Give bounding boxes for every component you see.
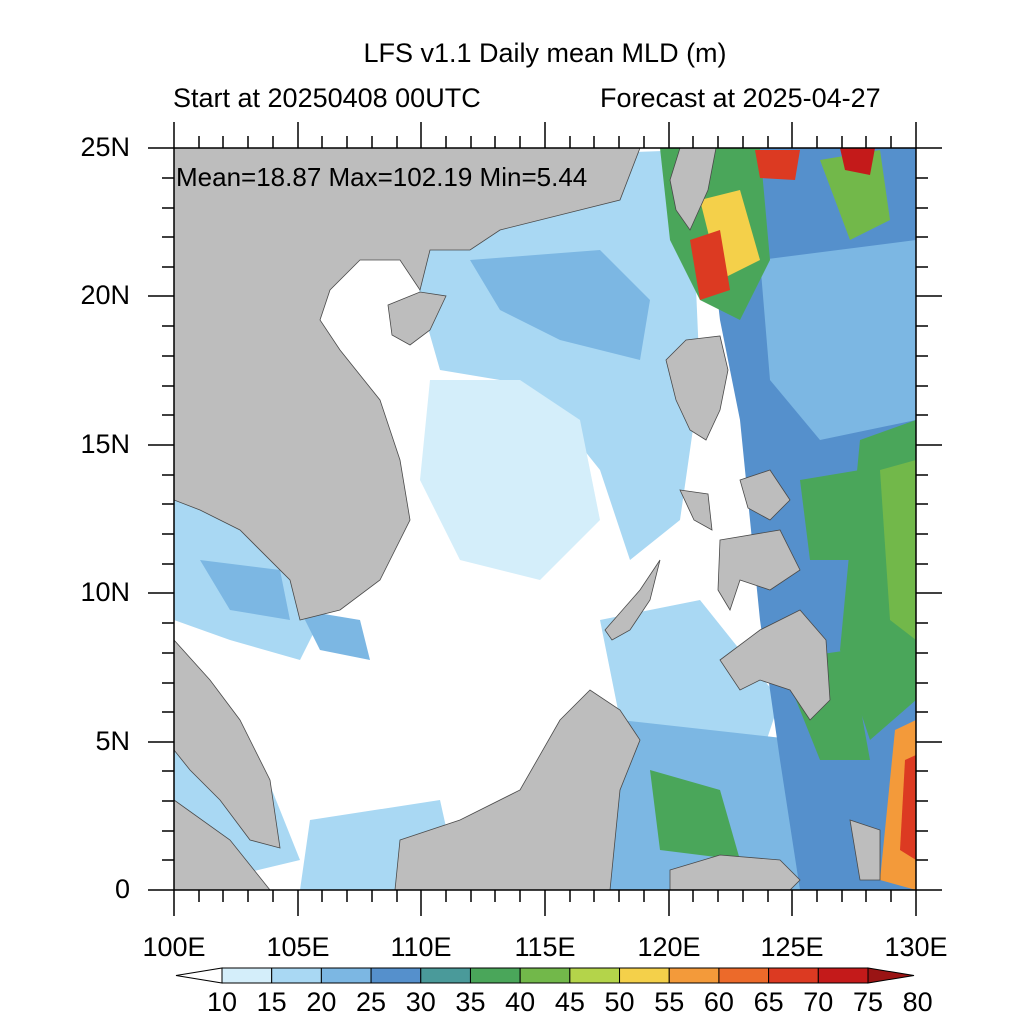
colorbar-label: 10 xyxy=(206,987,238,1017)
land-malay-peninsula xyxy=(174,639,281,849)
lon-label-115e: 115E xyxy=(514,932,576,962)
land-palawan xyxy=(604,559,661,641)
colorbar-label: 75 xyxy=(852,987,884,1017)
colorbar-label: 30 xyxy=(405,987,436,1017)
colorbar-label: 60 xyxy=(703,987,734,1017)
mld-field-pacific-mid-green xyxy=(800,470,860,560)
mld-field-pacific-shallow xyxy=(760,240,916,440)
lat-label-5n: 5N xyxy=(95,726,130,756)
mld-field-celebes-green xyxy=(650,770,740,860)
mld-field-pacific-east-light xyxy=(880,460,916,640)
mld-field-sulu xyxy=(600,600,780,760)
land-borneo xyxy=(394,689,641,890)
land-visayas xyxy=(717,529,801,611)
lon-label-100e: 100E xyxy=(142,932,206,962)
lat-label-10n: 10N xyxy=(80,577,130,607)
colorbar-cap-low xyxy=(175,967,223,984)
mld-field-ne-green xyxy=(820,150,890,240)
colorbar-label: 50 xyxy=(604,987,635,1017)
land-sumatra xyxy=(174,799,271,890)
colorbar-label: 25 xyxy=(356,987,387,1017)
map-canvas xyxy=(174,148,916,890)
colorbar-label: 20 xyxy=(306,987,337,1017)
chart-title: LFS v1.1 Daily mean MLD (m) xyxy=(363,38,727,68)
mld-field-luzon-strait xyxy=(470,250,650,360)
mld-field-gulf-core xyxy=(200,560,290,620)
mld-field-kuroshio-red xyxy=(690,230,730,300)
lon-label-105e: 105E xyxy=(266,932,330,962)
land-samar xyxy=(739,469,791,521)
land-mindoro xyxy=(679,489,713,531)
lat-label-20n: 20N xyxy=(80,280,130,310)
colorbar-cell xyxy=(619,967,670,984)
land-taiwan xyxy=(669,148,717,231)
mld-field-n-red xyxy=(755,150,800,180)
start-time-label: Start at 20250408 00UTC xyxy=(173,83,481,113)
colorbar-cell xyxy=(271,967,322,984)
lon-label-125e: 125E xyxy=(760,932,824,962)
lat-label-0: 0 xyxy=(114,874,130,904)
colorbar-label: 80 xyxy=(902,987,933,1017)
colorbar-cell xyxy=(718,967,770,984)
mld-field-se-red xyxy=(900,755,916,860)
colorbar-label: 15 xyxy=(256,987,287,1017)
colorbar-cell xyxy=(817,967,869,984)
land-hainan xyxy=(387,291,447,346)
land-indochina xyxy=(174,148,641,621)
colorbar-label: 65 xyxy=(753,987,784,1017)
land-halmahera xyxy=(849,819,881,881)
colorbar-cell xyxy=(519,967,571,984)
colorbar-cell xyxy=(420,967,471,984)
land-luzon xyxy=(665,335,729,441)
colorbar-cell xyxy=(668,967,720,984)
colorbar-label: 70 xyxy=(803,987,834,1017)
colorbar-label: 45 xyxy=(554,987,585,1017)
mld-field-north-sea xyxy=(410,150,700,560)
lon-label-110e: 110E xyxy=(390,932,452,962)
lon-ticks xyxy=(173,122,917,916)
land-mindanao xyxy=(719,609,831,721)
colorbar-cell xyxy=(768,967,819,984)
colorbar-label: 55 xyxy=(654,987,685,1017)
colorbar-cell xyxy=(320,967,372,984)
forecast-time-label: Forecast at 2025-04-27 xyxy=(600,83,881,113)
lat-label-25n: 25N xyxy=(80,132,130,162)
lon-label-120e: 120E xyxy=(637,932,701,962)
land-sulawesi xyxy=(669,854,801,890)
colorbar-cell xyxy=(370,967,422,984)
stats-label: Mean=18.87 Max=102.19 Min=5.44 xyxy=(176,162,588,192)
colorbar xyxy=(175,967,915,984)
colorbar-cell xyxy=(469,967,521,984)
lon-label-130e: 130E xyxy=(884,932,948,962)
colorbar-cap-high xyxy=(867,967,915,984)
colorbar-cell xyxy=(221,967,273,984)
mld-field-mekong xyxy=(300,610,370,660)
lat-ticks xyxy=(148,147,942,891)
mld-field-ne-red xyxy=(840,148,875,175)
mld-field-central-sea xyxy=(420,380,600,580)
colorbar-label: 40 xyxy=(505,987,536,1017)
colorbar-cell xyxy=(569,967,621,984)
colorbar-label: 35 xyxy=(455,987,486,1017)
lat-label-15n: 15N xyxy=(80,429,130,459)
